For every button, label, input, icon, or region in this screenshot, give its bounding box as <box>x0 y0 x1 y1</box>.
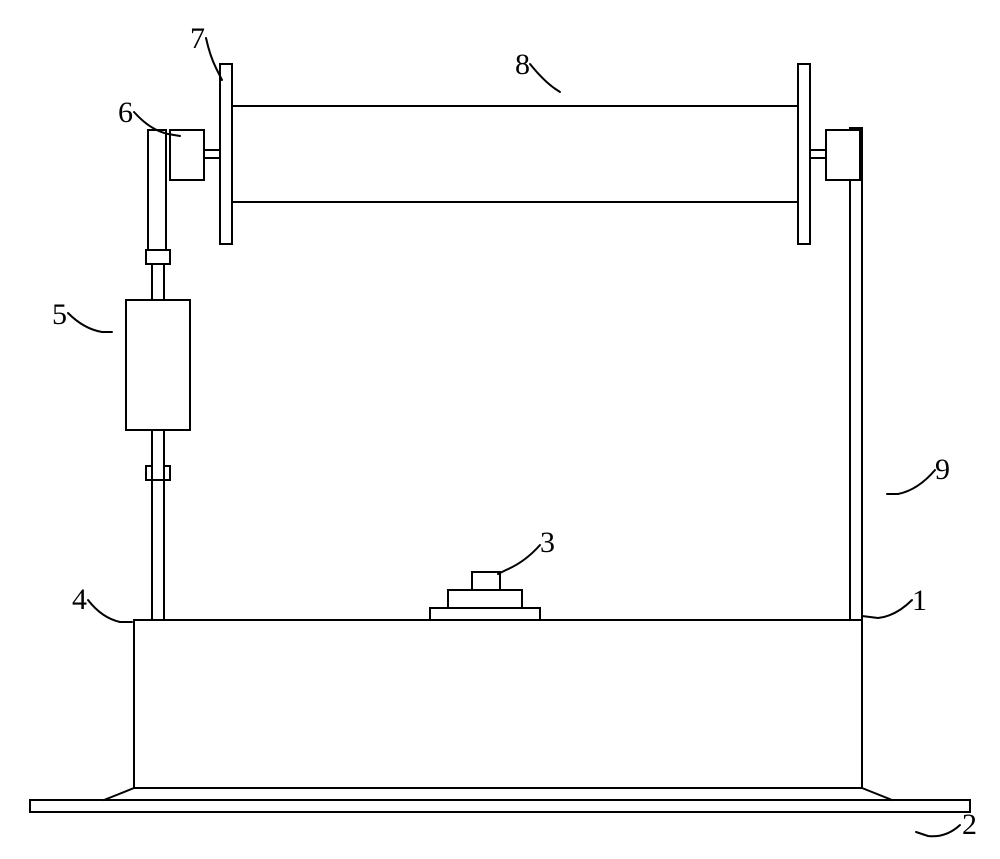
label-1: 1 <box>912 586 927 616</box>
label-8: 8 <box>515 50 530 80</box>
label-9: 9 <box>935 455 950 485</box>
diagram-svg <box>0 0 1000 859</box>
label-3: 3 <box>540 528 555 558</box>
label-4: 4 <box>72 585 87 615</box>
label-7: 7 <box>190 24 205 54</box>
label-5: 5 <box>52 300 67 330</box>
label-2: 2 <box>962 810 977 840</box>
label-6: 6 <box>118 98 133 128</box>
